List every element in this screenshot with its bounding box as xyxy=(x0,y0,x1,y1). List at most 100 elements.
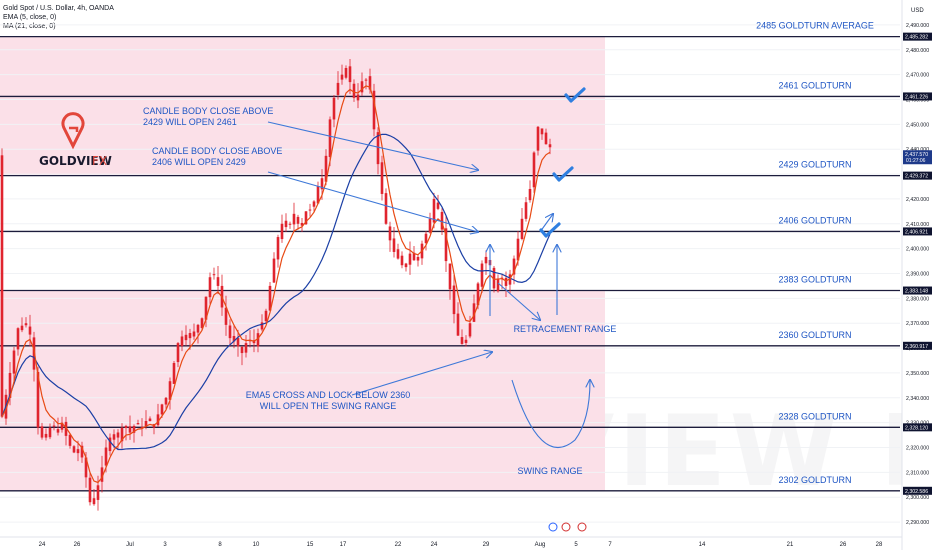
swing-range-curve-arrow xyxy=(511,380,590,449)
annotation-text: 2406 WILL OPEN 2429 xyxy=(152,157,246,167)
candle-body xyxy=(240,346,244,354)
candle-body xyxy=(16,328,20,350)
time-tick-label: 15 xyxy=(307,542,314,548)
candle-body xyxy=(0,155,4,417)
candle-body xyxy=(316,186,320,204)
candle-body xyxy=(132,425,136,433)
level-price-badge xyxy=(903,341,932,350)
candle-body xyxy=(296,216,300,224)
candle-body xyxy=(360,81,364,93)
candle-body xyxy=(292,213,296,225)
candle-body xyxy=(280,223,284,240)
price-tick-label: 2,380.000 xyxy=(906,296,929,302)
candle-body xyxy=(364,79,368,81)
price-tick-label: 2,300.000 xyxy=(906,495,929,501)
price-tick-label: 2,470.000 xyxy=(906,73,929,79)
candle-body xyxy=(224,307,228,325)
candle-body xyxy=(480,263,484,287)
annotation-arrow xyxy=(267,171,478,232)
candle-body xyxy=(456,313,460,336)
candle-body xyxy=(524,202,528,219)
ema-indicator-label: EMA (5, close, 0) xyxy=(3,14,57,21)
candle-body xyxy=(408,253,412,265)
level-label: 2461 GOLDTURN xyxy=(778,80,851,90)
candle-body xyxy=(148,418,152,421)
candle-body xyxy=(156,414,160,426)
annotation-text: 2429 WILL OPEN 2461 xyxy=(143,117,237,127)
candle-body xyxy=(424,233,428,244)
candle-body xyxy=(112,434,116,440)
price-tick-label: 2,320.000 xyxy=(906,446,929,452)
time-tick-label: 5 xyxy=(574,542,578,548)
candle-body xyxy=(120,427,124,442)
price-tick-label: 2,480.000 xyxy=(906,48,929,54)
candle-body xyxy=(340,74,344,80)
candle-body xyxy=(536,126,540,151)
price-tick-label: 2,310.000 xyxy=(906,470,929,476)
candle-body xyxy=(496,278,500,292)
candle-body xyxy=(208,277,212,298)
price-tick-label: 2,340.000 xyxy=(906,396,929,402)
candle-body xyxy=(384,193,388,224)
candle-body xyxy=(212,274,216,276)
candle-body xyxy=(176,343,180,363)
price-tick-label: 2,400.000 xyxy=(906,247,929,253)
check-icon xyxy=(564,87,586,103)
candle-body xyxy=(548,144,552,148)
level-label: 2485 GOLDTURN AVERAGE xyxy=(756,21,874,31)
candle-body xyxy=(436,202,440,209)
time-tick-label: 29 xyxy=(483,542,490,548)
candle-body xyxy=(356,94,360,101)
candle-body xyxy=(32,337,36,370)
level-price-badge xyxy=(903,92,932,101)
annotation-text: RETRACEMENT RANGE xyxy=(514,324,617,334)
price-tick-label: 2,420.000 xyxy=(906,197,929,203)
candle-body xyxy=(12,350,16,374)
candle-body xyxy=(60,422,64,430)
candle-body xyxy=(484,256,488,264)
level-label: 2360 GOLDTURN xyxy=(778,330,851,340)
candle-body xyxy=(468,323,472,337)
level-label: 2406 GOLDTURN xyxy=(778,215,851,225)
price-tick-label: 2,440.000 xyxy=(906,147,929,153)
time-tick-label: Jul xyxy=(126,542,134,548)
candle-body xyxy=(452,285,456,315)
candle-body xyxy=(52,425,56,427)
candle-body xyxy=(48,427,52,438)
level-price-badge-text: 2,485.282 xyxy=(905,35,928,41)
candle-body xyxy=(460,337,464,344)
candle-body xyxy=(372,90,376,130)
candle-body xyxy=(172,362,176,384)
candle-body xyxy=(520,218,524,239)
candle-body xyxy=(140,426,144,428)
candle-body xyxy=(68,434,72,446)
check-icon xyxy=(552,166,574,182)
candle-body xyxy=(116,432,120,438)
candle-body xyxy=(164,397,168,405)
price-axis-bg xyxy=(902,0,932,550)
candle-body xyxy=(36,371,40,428)
chart-legend: Gold Spot / U.S. Dollar, 4h, OANDA EMA (… xyxy=(3,4,114,31)
candle-body xyxy=(168,381,172,400)
level-price-badge-text: 2,383.148 xyxy=(905,289,928,295)
candle-body xyxy=(400,255,404,266)
candle-body xyxy=(100,467,104,482)
candle-body xyxy=(228,325,232,339)
current-price-text: 2,437.570 xyxy=(905,152,928,158)
candle-body xyxy=(432,198,436,223)
candle-body xyxy=(416,256,420,261)
time-tick-label: 7 xyxy=(608,542,612,548)
candle-body xyxy=(388,226,392,241)
time-tick-label: 22 xyxy=(395,542,402,548)
candle-body xyxy=(288,223,292,225)
candle-body xyxy=(268,285,272,311)
candle-body xyxy=(412,252,416,261)
candle-body xyxy=(532,152,536,188)
symbol-title: Gold Spot / U.S. Dollar, 4h, OANDA xyxy=(3,5,114,12)
level-price-badge-text: 2,429.372 xyxy=(905,174,928,180)
ma21-line xyxy=(1,133,551,451)
candle-body xyxy=(380,162,384,194)
time-tick-label: 28 xyxy=(876,542,883,548)
annotation-text: SWING RANGE xyxy=(517,466,582,476)
